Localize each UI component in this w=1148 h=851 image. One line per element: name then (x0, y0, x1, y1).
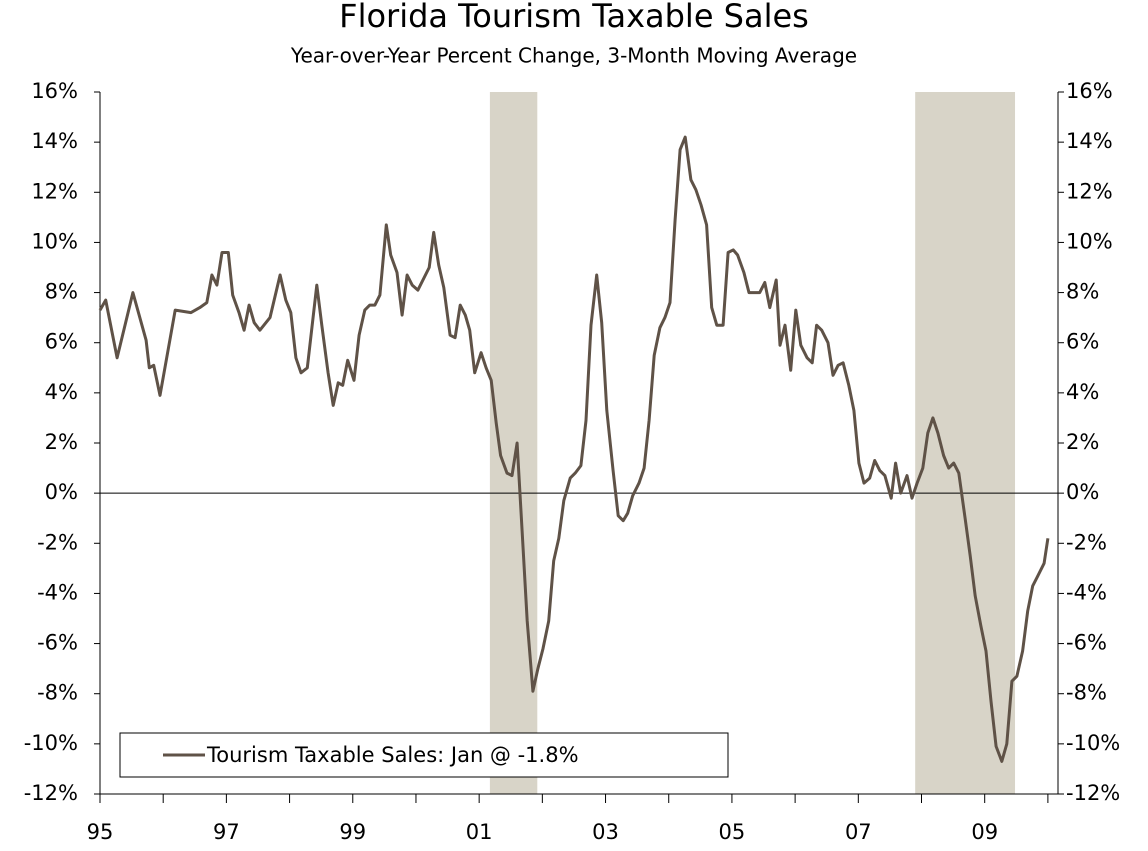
chart-title: Florida Tourism Taxable Sales (339, 0, 809, 35)
x-tick-label: 01 (466, 820, 493, 844)
y2-tick-label: -12% (1066, 781, 1120, 805)
x-tick-label: 97 (213, 820, 240, 844)
chart-subtitle: Year-over-Year Percent Change, 3-Month M… (290, 44, 857, 68)
y-tick-label: 2% (45, 430, 78, 454)
x-tick-label: 07 (845, 820, 872, 844)
legend-box (119, 732, 729, 778)
y-tick-label: -8% (37, 681, 78, 705)
y-tick-label: -10% (24, 731, 78, 755)
y-tick-label: 6% (45, 330, 78, 354)
y-tick-label: 16% (31, 79, 78, 103)
x-tick-label: 03 (592, 820, 619, 844)
y2-tick-label: 14% (1066, 129, 1113, 153)
y2-tick-label: 10% (1066, 229, 1113, 253)
x-tick-label: 09 (971, 820, 998, 844)
y2-tick-label: 4% (1066, 380, 1099, 404)
recession-band (915, 92, 1016, 794)
y-tick-label: 12% (31, 179, 78, 203)
y-tick-label: 8% (45, 280, 78, 304)
y2-tick-label: -6% (1066, 631, 1107, 655)
y-tick-label: -4% (37, 580, 78, 604)
y-tick-label: -6% (37, 631, 78, 655)
y2-tick-label: 2% (1066, 430, 1099, 454)
y2-tick-label: 6% (1066, 330, 1099, 354)
y2-tick-label: 12% (1066, 179, 1113, 203)
recession-band (489, 92, 538, 794)
y2-tick-label: -2% (1066, 530, 1107, 554)
y-tick-label: 10% (31, 229, 78, 253)
y-tick-label: 0% (45, 480, 78, 504)
y-tick-label: 14% (31, 129, 78, 153)
x-tick-label: 05 (719, 820, 746, 844)
y-tick-label: 4% (45, 380, 78, 404)
y-tick-label: -12% (24, 781, 78, 805)
y2-tick-label: 16% (1066, 79, 1113, 103)
legend-label: Tourism Taxable Sales: Jan @ -1.8% (206, 743, 579, 767)
y2-tick-label: 0% (1066, 480, 1099, 504)
y2-tick-label: 8% (1066, 280, 1099, 304)
y2-tick-label: -4% (1066, 580, 1107, 604)
series-line (98, 135, 1050, 763)
x-tick-label: 95 (87, 820, 114, 844)
y2-tick-label: -10% (1066, 731, 1120, 755)
y2-tick-label: -8% (1066, 681, 1107, 705)
x-tick-label: 99 (339, 820, 366, 844)
y-tick-label: -2% (37, 530, 78, 554)
